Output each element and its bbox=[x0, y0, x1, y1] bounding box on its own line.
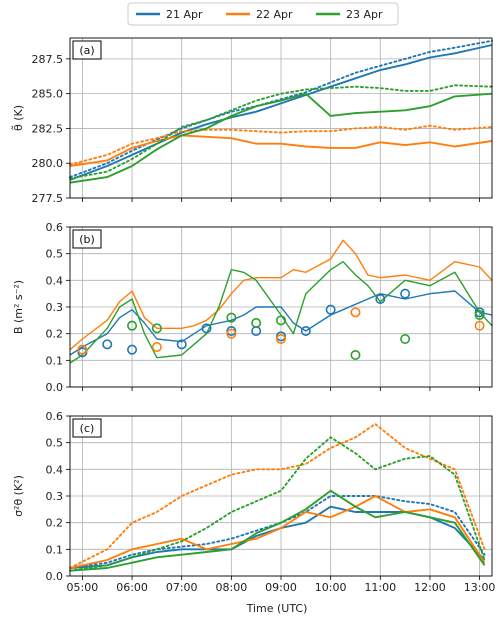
marker-21-apr bbox=[325, 304, 336, 315]
marker-23-apr bbox=[251, 317, 262, 328]
x-tick-label: 12:00 bbox=[414, 581, 446, 594]
panel-a: 277.5 280.0 282.5 285.0 287.5 (a) θ̃ (K) bbox=[11, 37, 493, 205]
legend-label-23-apr: 23 Apr bbox=[346, 8, 383, 21]
legend: 21 Apr 22 Apr 23 Apr bbox=[127, 2, 399, 26]
x-tick-label: 11:00 bbox=[364, 581, 396, 594]
y-tick-label: 280.0 bbox=[32, 157, 64, 170]
panel-tag-box bbox=[72, 418, 102, 438]
panels: 277.5 280.0 282.5 285.0 287.5 (a) θ̃ (K) 0.0 0.1… bbox=[11, 37, 495, 594]
y-tick-label: 0.4 bbox=[46, 463, 64, 476]
series-23-apr-dotted bbox=[69, 436, 486, 572]
series-22-apr-dotted bbox=[69, 124, 493, 166]
y-tick-label: 0.6 bbox=[46, 221, 64, 234]
marker-21-apr bbox=[127, 344, 138, 355]
marker-23-apr bbox=[400, 333, 411, 344]
panel-tag-label: (c) bbox=[80, 422, 95, 435]
series-22-apr-solid bbox=[69, 495, 486, 569]
x-tick-label: 09:00 bbox=[265, 581, 297, 594]
y-tick-label: 277.5 bbox=[32, 192, 64, 205]
y-tick-label: 0.3 bbox=[46, 301, 64, 314]
y-tick-label: 0.5 bbox=[46, 248, 64, 261]
y-tick-label: 0.3 bbox=[46, 490, 64, 503]
panel-tag: (c) bbox=[72, 418, 102, 438]
y-axis-label: B (m² s⁻²) bbox=[12, 280, 25, 334]
series-21-apr-solid bbox=[69, 290, 493, 356]
series-23-apr-dotted bbox=[69, 84, 493, 180]
marker-21-apr bbox=[102, 339, 113, 350]
y-tick-label: 287.5 bbox=[32, 53, 64, 66]
series-21-apr-solid bbox=[69, 44, 493, 181]
panel-tag: (a) bbox=[72, 40, 102, 60]
panel-tag-label: (b) bbox=[79, 233, 95, 246]
marker-21-apr bbox=[400, 288, 411, 299]
y-tick-label: 0.1 bbox=[46, 543, 64, 556]
y-tick-label: 0.2 bbox=[46, 517, 64, 530]
marker-22-apr bbox=[275, 333, 286, 344]
series-22-apr-dotted bbox=[69, 423, 486, 569]
x-tick-label: 05:00 bbox=[67, 581, 99, 594]
marker-21-apr bbox=[300, 325, 311, 336]
x-tick-label: 06:00 bbox=[116, 581, 148, 594]
x-axis-label: Time (UTC) bbox=[246, 602, 308, 615]
y-tick-label: 0.1 bbox=[46, 354, 64, 367]
marker-22-apr bbox=[350, 307, 361, 318]
series-23-apr-solid bbox=[69, 261, 493, 364]
marker-23-apr bbox=[151, 323, 162, 334]
y-tick-label: 0.4 bbox=[46, 274, 64, 287]
y-tick-label: 0.6 bbox=[46, 410, 64, 423]
y-tick-label: 282.5 bbox=[32, 122, 64, 135]
marker-23-apr bbox=[226, 312, 237, 323]
marker-23-apr bbox=[127, 320, 138, 331]
marker-22-apr bbox=[77, 344, 88, 355]
marker-22-apr bbox=[474, 320, 485, 331]
x-tick-label: 13:00 bbox=[464, 581, 496, 594]
y-tick-label: 0.0 bbox=[46, 381, 64, 394]
series-22-apr-solid bbox=[69, 134, 493, 167]
panel-tag-box bbox=[72, 229, 102, 249]
marker-23-apr bbox=[474, 309, 485, 320]
marker-21-apr bbox=[176, 339, 187, 350]
series-23-apr-solid bbox=[69, 489, 486, 572]
marker-21-apr bbox=[375, 293, 386, 304]
legend-label-21-apr: 21 Apr bbox=[166, 8, 203, 21]
y-tick-label: 0.0 bbox=[46, 570, 64, 583]
marker-23-apr bbox=[350, 349, 361, 360]
x-tick-label: 07:00 bbox=[166, 581, 198, 594]
marker-23-apr bbox=[275, 315, 286, 326]
x-tick-label: 08:00 bbox=[216, 581, 248, 594]
legend-frame bbox=[127, 2, 399, 26]
y-tick-label: 285.0 bbox=[32, 88, 64, 101]
marker-22-apr bbox=[151, 341, 162, 352]
panel-tag-box bbox=[72, 40, 102, 60]
marker-21-apr bbox=[201, 323, 212, 334]
panel-b: 0.0 0.1 0.2 0.3 0.4 0.5 0.6 (b) B (m² s⁻²) bbox=[12, 221, 493, 394]
y-axis-label: θ̃ (K) bbox=[11, 105, 25, 131]
x-tick-label: 10:00 bbox=[315, 581, 347, 594]
series-22-apr-solid bbox=[69, 239, 493, 351]
legend-label-22-apr: 22 Apr bbox=[256, 8, 293, 21]
panel-tag-label: (a) bbox=[79, 44, 94, 57]
y-tick-label: 0.2 bbox=[46, 328, 64, 341]
marker-22-apr bbox=[226, 328, 237, 339]
panel-tag: (b) bbox=[72, 229, 102, 249]
y-axis-label: σ²θ (K²) bbox=[12, 475, 25, 517]
series-23-apr-solid bbox=[69, 92, 493, 184]
y-tick-label: 0.5 bbox=[46, 437, 64, 450]
panel-c: 0.0 0.1 0.2 0.3 0.4 0.5 0.6 05:00 06:00 07:00 08:0… bbox=[12, 410, 495, 594]
